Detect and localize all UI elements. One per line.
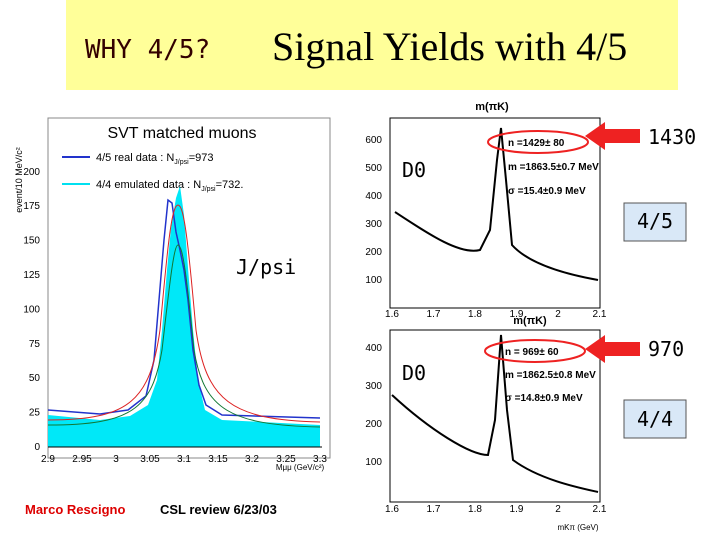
arrow xyxy=(585,335,640,363)
left-plot: SVT matched muons event/10 MeV/c² 4/5 re… xyxy=(14,117,331,472)
label-box xyxy=(623,399,687,439)
fit-stat: σ =14.8±0.9 MeV xyxy=(505,393,583,404)
x-tick-label: 3.3 xyxy=(313,454,327,465)
legend-text: 4/4 emulated data : N xyxy=(96,179,201,191)
x-tick-label: 1.8 xyxy=(468,309,482,320)
highlight xyxy=(484,339,586,363)
x-tick-label: 2 xyxy=(555,309,561,320)
highlight xyxy=(487,130,589,154)
legend-sub: J/psi xyxy=(174,159,189,166)
plot-frame xyxy=(389,329,601,503)
x-axis-label: mKπ (GeV) xyxy=(557,523,598,532)
x-tick-label: 1.7 xyxy=(427,504,441,515)
y-tick-label: 175 xyxy=(23,201,40,212)
y-tick-label: 400 xyxy=(365,343,382,354)
y-tick-label: 200 xyxy=(365,247,382,258)
plot-frame xyxy=(389,117,601,309)
x-tick-label: 3.25 xyxy=(276,454,296,465)
annotation: 4/4 xyxy=(637,407,673,431)
y-tick-label: 200 xyxy=(365,419,382,430)
fit-stat: m =1863.5±0.7 MeV xyxy=(508,162,599,173)
x-tick-label: 3 xyxy=(113,454,119,465)
x-tick-label: 3.05 xyxy=(140,454,160,465)
y-tick-label: 25 xyxy=(29,408,41,419)
y-tick-label: 50 xyxy=(29,373,41,384)
fit-emulated xyxy=(47,244,321,428)
title-box xyxy=(66,0,678,90)
legend-text: =973 xyxy=(189,152,214,164)
x-tick-label: 1.6 xyxy=(385,504,399,515)
y-tick-label: 75 xyxy=(29,339,41,350)
legend-entry: 4/4 emulated data : NJ/psi=732. xyxy=(96,179,243,193)
plot-title: SVT matched muons xyxy=(107,125,256,142)
x-axis-label: Mμμ (GeV/c²) xyxy=(276,463,325,472)
y-tick-label: 100 xyxy=(365,275,382,286)
x-tick-label: 1.8 xyxy=(468,504,482,515)
annotation: 1430 xyxy=(648,125,696,149)
x-tick-label: 2.95 xyxy=(72,454,92,465)
y-tick-label: 400 xyxy=(365,191,382,202)
legend-text: =732. xyxy=(216,179,244,191)
legend-entry: 4/5 real data : NJ/psi=973 xyxy=(96,152,213,166)
x-tick-label: 2.1 xyxy=(593,504,607,515)
x-tick-label: 1.7 xyxy=(427,309,441,320)
annotation: D0 xyxy=(402,158,426,182)
annotation: 4/5 xyxy=(637,209,673,233)
fit-curve xyxy=(391,334,599,493)
y-tick-label: 100 xyxy=(23,304,40,315)
y-tick-label: 125 xyxy=(23,270,40,281)
footer-event: CSL review 6/23/03 xyxy=(160,502,277,517)
y-axis-label: event/10 MeV/c² xyxy=(14,147,24,213)
label-box xyxy=(623,202,687,242)
y-tick-label: 500 xyxy=(365,163,382,174)
x-tick-label: 2 xyxy=(555,504,561,515)
x-tick-label: 2.1 xyxy=(593,309,607,320)
y-tick-label: 100 xyxy=(365,457,382,468)
y-tick-label: 300 xyxy=(365,381,382,392)
legend-text: 4/5 real data : N xyxy=(96,152,174,164)
x-tick-label: 3.2 xyxy=(245,454,259,465)
title-main: Signal Yields with 4/5 xyxy=(272,24,627,69)
x-tick-label: 1.9 xyxy=(510,504,524,515)
y-tick-label: 0 xyxy=(34,442,40,453)
annotation: J/psi xyxy=(236,255,296,279)
fit-stat: n =1429± 80 xyxy=(508,138,565,149)
plot-title: m(πK) xyxy=(475,101,509,113)
fit-stat: σ =15.4±0.9 MeV xyxy=(508,186,586,197)
y-tick-label: 600 xyxy=(365,135,382,146)
bottom-plot: 100 200 300 400 1.6 1.7 1.8 1.9 2 2.1 n = 969± 60 m… xyxy=(365,329,607,532)
histogram-real xyxy=(47,198,321,419)
annotation: D0 xyxy=(402,361,426,385)
x-tick-label: 1.9 xyxy=(510,309,524,320)
fit-stat: n = 969± 60 xyxy=(505,347,559,358)
x-tick-label: 1.6 xyxy=(385,309,399,320)
title-prefix: WHY 4/5? xyxy=(85,35,210,65)
y-tick-label: 200 xyxy=(23,167,40,178)
fit-curve xyxy=(394,127,599,281)
histogram-emulated xyxy=(48,186,320,447)
x-axis-label: m(πK) xyxy=(513,315,547,327)
fit-real xyxy=(47,204,321,423)
footer-author: Marco Rescigno xyxy=(25,502,125,517)
y-tick-label: 300 xyxy=(365,219,382,230)
top-plot: m(πK) 100 200 300 400 500 600 1.6 1.7 1.8 1.9 2 2.1… xyxy=(365,101,607,327)
x-tick-label: 2.9 xyxy=(41,454,55,465)
arrow xyxy=(585,122,640,150)
x-tick-label: 3.1 xyxy=(177,454,191,465)
x-tick-label: 3.15 xyxy=(208,454,228,465)
legend-sub: J/psi xyxy=(201,186,216,193)
fit-stat: m =1862.5±0.8 MeV xyxy=(505,370,596,381)
y-tick-label: 150 xyxy=(23,236,40,247)
annotation: 970 xyxy=(648,337,684,361)
